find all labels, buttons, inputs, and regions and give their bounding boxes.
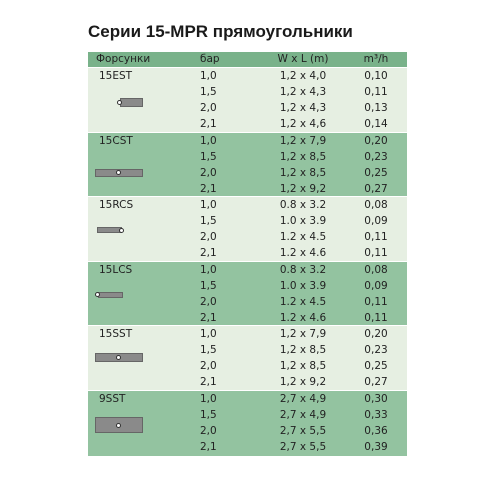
table-cell: 1,5 xyxy=(200,215,217,228)
table-cell: 1,0 xyxy=(200,263,217,276)
table-cell: 1,2 x 8,5 xyxy=(279,150,327,163)
table-cell: 1,5 xyxy=(200,409,217,421)
nozzle-name: 15CST xyxy=(99,134,133,147)
table-cell: 0,11 xyxy=(364,231,388,244)
table-cell: 2,1 xyxy=(200,182,217,195)
table: Форсунки бар W x L (m) m³/h 15EST 1,0 1,2 x 4,… xyxy=(88,52,407,457)
table-cell: 1,5 xyxy=(200,150,217,163)
table-cell: 2,0 xyxy=(200,425,217,437)
table-cell: 0,11 xyxy=(364,311,388,324)
nozzle-name: 9SST xyxy=(99,393,126,405)
table-cell: 0,08 xyxy=(364,263,388,276)
table-cell: 1,0 xyxy=(200,393,217,405)
table-cell: 0,11 xyxy=(364,247,388,260)
group-band xyxy=(88,196,407,263)
table-cell: 1.0 x 3.9 xyxy=(279,215,327,228)
nozzle-dot xyxy=(116,170,121,176)
nozzle-icon xyxy=(120,98,143,107)
nozzle-name: 15SST xyxy=(99,328,133,341)
header-cell: бар xyxy=(200,53,220,65)
nozzle-dot xyxy=(95,292,100,298)
table-cell: 0,13 xyxy=(364,102,388,114)
table-cell: 1,5 xyxy=(200,344,217,357)
table-cell: 0,23 xyxy=(364,150,388,163)
table-cell: 0,30 xyxy=(364,393,388,405)
nozzle-dot xyxy=(116,422,121,428)
table-cell: 0,36 xyxy=(364,425,388,437)
table-cell: 1,2 x 8,5 xyxy=(279,166,327,179)
table-cell: 2,0 xyxy=(200,360,217,373)
nozzle-dot xyxy=(117,100,122,105)
table-cell: 1,5 xyxy=(200,86,217,98)
table-cell: 2,1 xyxy=(200,376,217,389)
nozzle-dot xyxy=(116,355,121,361)
table-cell: 1,0 xyxy=(200,199,217,212)
table-cell: 1,2 x 4,3 xyxy=(279,86,327,98)
table-cell: 2,0 xyxy=(200,102,217,114)
table-cell: 2,1 xyxy=(200,118,217,130)
table-cell: 2,1 xyxy=(200,311,217,324)
header-cell: Форсунки xyxy=(96,53,151,65)
table-cell: 2,7 x 5,5 xyxy=(279,425,327,437)
table-cell: 0,27 xyxy=(364,182,388,195)
group-band xyxy=(88,131,407,198)
table-cell: 1,0 xyxy=(200,70,217,82)
table-cell: 2,7 x 5,5 xyxy=(279,441,327,453)
table-cell: 1,2 x 7,9 xyxy=(279,134,327,147)
table-cell: 1,2 x 7,9 xyxy=(279,328,327,341)
table-cell: 0,09 xyxy=(364,279,388,292)
table-cell: 0,25 xyxy=(364,360,388,373)
table-cell: 1,2 x 4,3 xyxy=(279,102,327,114)
table-cell: 2,0 xyxy=(200,166,217,179)
table-cell: 1,2 x 9,2 xyxy=(279,376,327,389)
nozzle-name: 15EST xyxy=(99,70,133,82)
table-cell: 1.2 x 4.6 xyxy=(279,247,327,260)
table-cell: 1,2 x 4,0 xyxy=(279,70,327,82)
table-cell: 2,1 xyxy=(200,441,217,453)
table-cell: 0,14 xyxy=(364,118,388,130)
table-cell: 1,2 x 4,6 xyxy=(279,118,327,130)
table-cell: 0,23 xyxy=(364,344,388,357)
table-cell: 1,2 x 8,5 xyxy=(279,360,327,373)
table-cell: 2,0 xyxy=(200,231,217,244)
table-cell: 1.2 x 4.5 xyxy=(279,231,327,244)
header-row xyxy=(88,52,407,67)
table-cell: 0,09 xyxy=(364,215,388,228)
nozzle-name: 15RCS xyxy=(99,199,134,212)
table-cell: 0,39 xyxy=(364,441,388,453)
table-cell: 2,0 xyxy=(200,295,217,308)
table-cell: 1.2 x 4.5 xyxy=(279,295,327,308)
table-cell: 0,20 xyxy=(364,328,388,341)
table-cell: 2,1 xyxy=(200,247,217,260)
table-cell: 1,2 x 8,5 xyxy=(279,344,327,357)
table-cell: 1,2 x 9,2 xyxy=(279,182,327,195)
nozzle-icon xyxy=(98,291,123,298)
table-cell: 0,20 xyxy=(364,134,388,147)
table-cell: 0.8 x 3.2 xyxy=(279,263,327,276)
table-cell: 0,33 xyxy=(364,409,388,421)
table-cell: 0,11 xyxy=(364,86,388,98)
table-cell: 1.2 x 4.6 xyxy=(279,311,327,324)
table-cell: 1.0 x 3.9 xyxy=(279,279,327,292)
title: Серии 15-MPR прямоугольники xyxy=(88,22,353,41)
table-cell: 0.8 x 3.2 xyxy=(279,199,327,212)
table-cell: 0,08 xyxy=(364,199,388,212)
nozzle-name: 15LCS xyxy=(99,263,133,276)
header-cell: W x L (m) xyxy=(277,53,329,65)
table-cell: 1,5 xyxy=(200,279,217,292)
table-cell: 1,0 xyxy=(200,134,217,147)
header-cell: m³/h xyxy=(363,53,389,65)
table-cell: 1,0 xyxy=(200,328,217,341)
table-cell: 2,7 x 4,9 xyxy=(279,409,327,421)
nozzle-dot xyxy=(119,227,124,233)
table-cell: 0,10 xyxy=(364,70,388,82)
table-cell: 0,11 xyxy=(364,295,388,308)
table-cell: 2,7 x 4,9 xyxy=(279,393,327,405)
group-band xyxy=(88,260,407,327)
table-cell: 0,25 xyxy=(364,166,388,179)
table-cell: 0,27 xyxy=(364,376,388,389)
